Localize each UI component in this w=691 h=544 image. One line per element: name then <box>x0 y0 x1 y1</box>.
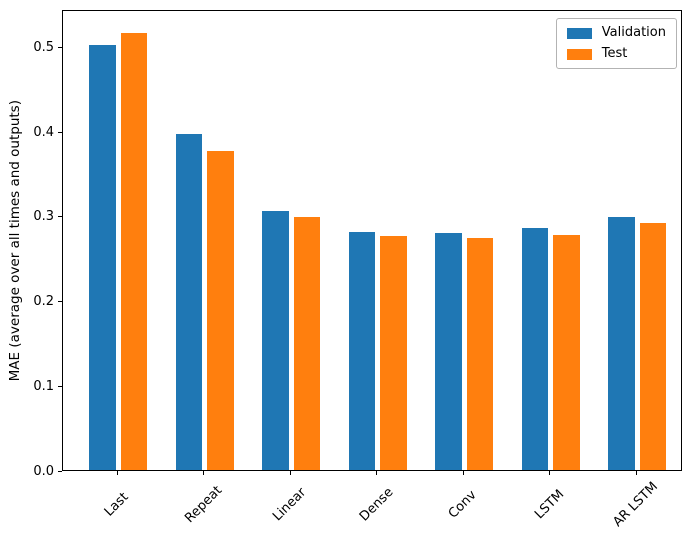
x-tick-mark <box>289 471 291 475</box>
bar-validation-ar-lstm <box>608 217 635 470</box>
x-tick-label-linear: Linear <box>270 485 310 525</box>
bar-validation-dense <box>348 232 375 470</box>
y-axis-label-wrap: MAE (average over all times and outputs) <box>7 10 23 471</box>
y-tick-label: 0.5 <box>33 39 54 55</box>
bar-test-dense <box>380 236 407 470</box>
y-tick-label: 0.3 <box>33 209 54 225</box>
x-tick-mark <box>116 471 118 475</box>
x-tick-mark <box>635 471 637 475</box>
x-tick-label-conv: Conv <box>445 487 480 522</box>
y-tick-label: 0.2 <box>33 294 54 309</box>
bar-test-conv <box>466 238 493 470</box>
y-tick-label: 0.1 <box>33 378 54 394</box>
x-tick-mark <box>376 471 377 475</box>
x-tick-mark <box>549 471 550 475</box>
y-tick-label: 0.4 <box>33 124 54 140</box>
bar-validation-linear <box>262 211 289 470</box>
x-tick-label-lstm: LSTM <box>531 487 567 523</box>
bar-validation-lstm <box>521 228 548 470</box>
x-tick-mark <box>203 471 204 475</box>
bar-validation-repeat <box>175 134 202 470</box>
legend-label: Validation <box>601 25 666 40</box>
legend: Validation Test <box>555 18 677 69</box>
x-tick-label-ar-lstm: AR LSTM <box>610 479 662 531</box>
y-axis-label: MAE (average over all times and outputs) <box>7 99 23 382</box>
x-tick-label-repeat: Repeat <box>181 483 225 527</box>
legend-entry-test: Test <box>566 46 666 61</box>
y-tick-mark <box>58 46 62 48</box>
x-tick-label-last: Last <box>101 489 132 520</box>
bar-test-repeat <box>207 151 234 470</box>
bar-test-lstm <box>553 235 580 470</box>
y-tick-label: 0.0 <box>33 463 54 479</box>
y-tick-mark <box>58 470 62 472</box>
y-tick-mark <box>58 216 62 218</box>
y-tick-mark <box>58 301 62 302</box>
x-tick-label-dense: Dense <box>356 484 396 525</box>
bar-test-ar-lstm <box>639 223 666 470</box>
bar-validation-last <box>89 45 116 470</box>
bar-validation-conv <box>435 233 462 470</box>
x-tick-mark <box>462 471 464 475</box>
legend-label: Test <box>601 46 628 61</box>
y-tick-mark <box>58 131 62 133</box>
bar-test-linear <box>293 217 320 470</box>
plot-area: Validation Test <box>62 10 682 471</box>
legend-entry-validation: Validation <box>566 25 666 40</box>
legend-swatch-test <box>566 48 592 60</box>
legend-swatch-validation <box>566 27 592 39</box>
bar-test-last <box>120 33 147 470</box>
y-tick-mark <box>58 385 62 387</box>
